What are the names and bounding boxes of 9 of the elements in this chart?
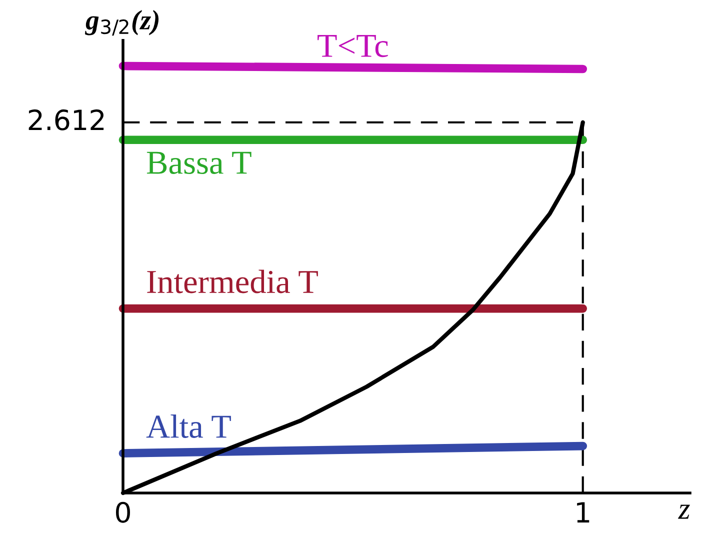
y-axis-title: g$_{3/2}$(z): [84, 10, 159, 36]
annotation: 2.612: [28, 109, 104, 130]
series-label: Bassa T: [146, 152, 252, 174]
series-label: Intermedia T: [147, 270, 318, 294]
x-tick-label: 0: [116, 502, 130, 523]
series-label: Alta T: [146, 414, 231, 438]
series-label: T<Tc: [318, 34, 388, 58]
x-axis-title: z: [678, 504, 690, 519]
x-tick-label: 1: [577, 502, 590, 522]
